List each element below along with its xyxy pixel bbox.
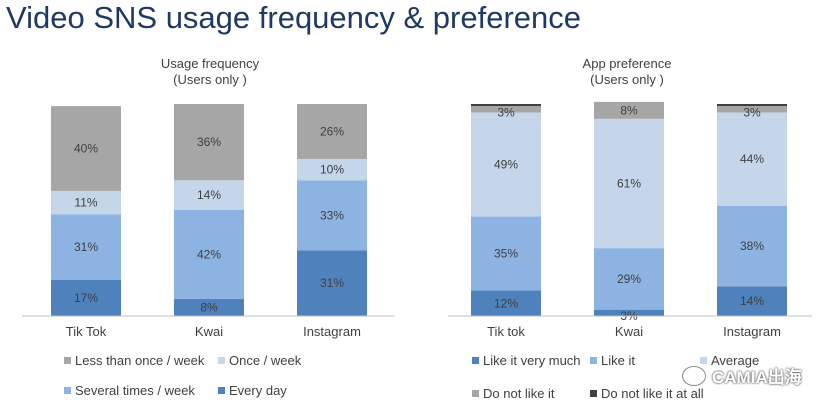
- legend-swatch-1-1-0: [472, 390, 479, 397]
- bar-segment-0-1-3: [174, 104, 244, 181]
- data-label-0-1-2: 14%: [197, 188, 221, 202]
- bar-segment-0-2-2: [297, 159, 367, 181]
- legend-swatch-0-0-1: [218, 357, 225, 364]
- data-label-0-0-0: 17%: [74, 291, 98, 305]
- bar-segment-0-2-0: [297, 250, 367, 316]
- chart-1-title: App preference: [583, 56, 672, 71]
- data-label-1-0-3: 3%: [497, 105, 515, 119]
- bar-segment-0-1-1: [174, 210, 244, 300]
- watermark-text: CAMIA出海: [712, 368, 802, 387]
- legend-label-1-0-1: Like it: [601, 353, 635, 368]
- bar-segment-0-1-2: [174, 180, 244, 210]
- category-label-1-0: Tik tok: [487, 324, 525, 339]
- bar-segment-1-2-2: [717, 112, 787, 206]
- data-label-1-1-2: 61%: [617, 177, 641, 191]
- bar-segment-1-0-3: [471, 106, 541, 113]
- bar-segment-0-1-0: [174, 299, 244, 316]
- bar-segment-0-0-0: [51, 279, 121, 316]
- wechat-icon: [682, 365, 706, 386]
- bar-segment-0-2-1: [297, 180, 367, 251]
- data-label-0-2-0: 31%: [320, 276, 344, 290]
- bar-segment-1-2-4: [717, 104, 787, 107]
- page-title: Video SNS usage frequency & preference: [6, 0, 582, 35]
- bar-segment-0-0-1: [51, 214, 121, 280]
- data-label-0-1-0: 8%: [200, 301, 218, 315]
- data-label-1-2-3: 3%: [743, 105, 761, 119]
- legend-label-1-1-1: Do not like it at all: [601, 386, 704, 401]
- legend-label-1-1-0: Do not like it: [483, 386, 555, 401]
- bar-segment-1-1-3: [594, 101, 664, 119]
- legend-swatch-1-0-2: [700, 357, 707, 364]
- bar-segment-1-0-2: [471, 112, 541, 217]
- data-label-1-2-1: 38%: [740, 239, 764, 253]
- bar-segment-1-0-4: [471, 104, 541, 107]
- legend-swatch-1-0-0: [472, 357, 479, 364]
- data-label-1-2-0: 14%: [740, 294, 764, 308]
- data-label-0-1-1: 42%: [197, 248, 221, 262]
- data-label-0-2-3: 26%: [320, 125, 344, 139]
- legend-swatch-0-1-1: [218, 387, 225, 394]
- legend-label-0-0-0: Less than once / week: [75, 353, 205, 368]
- legend-swatch-1-1-1: [590, 390, 597, 397]
- data-label-0-0-2: 11%: [74, 196, 97, 210]
- data-label-1-2-2: 44%: [740, 152, 764, 166]
- bar-segment-1-0-0: [471, 290, 541, 316]
- bar-segment-0-0-2: [51, 190, 121, 215]
- bar-segment-1-2-0: [717, 286, 787, 316]
- data-label-0-0-3: 40%: [74, 142, 98, 156]
- bar-segment-1-2-1: [717, 205, 787, 287]
- bar-segment-1-1-2: [594, 118, 664, 249]
- category-label-0-0: Tik Tok: [66, 324, 107, 339]
- data-label-1-0-1: 35%: [494, 246, 518, 260]
- bar-segment-1-1-0: [594, 309, 664, 316]
- data-label-0-1-3: 36%: [197, 135, 221, 149]
- legend-label-1-0-0: Like it very much: [483, 353, 581, 368]
- chart-1-subtitle: (Users only ): [590, 72, 664, 87]
- watermark: CAMIA出海: [682, 363, 802, 388]
- legend-label-0-1-1: Every day: [229, 383, 287, 398]
- data-label-1-0-0: 12%: [494, 296, 518, 310]
- chart-0-title: Usage frequency: [161, 56, 260, 71]
- bar-segment-1-0-1: [471, 216, 541, 291]
- bar-segment-1-2-3: [717, 106, 787, 113]
- legend-label-0-1-0: Several times / week: [75, 383, 195, 398]
- data-label-0-2-2: 10%: [320, 163, 344, 177]
- data-label-1-0-2: 49%: [494, 157, 518, 171]
- legend-swatch-1-0-1: [590, 357, 597, 364]
- data-label-1-1-1: 29%: [617, 272, 641, 286]
- data-label-1-1-3: 8%: [620, 103, 638, 117]
- category-label-0-1: Kwai: [195, 324, 223, 339]
- category-label-1-2: Instagram: [723, 324, 781, 339]
- bar-segment-1-1-1: [594, 248, 664, 310]
- legend-label-0-0-1: Once / week: [229, 353, 302, 368]
- bar-segment-0-0-3: [51, 106, 121, 191]
- data-label-0-0-1: 31%: [74, 240, 98, 254]
- legend-swatch-0-1-0: [64, 387, 71, 394]
- bar-segment-0-2-3: [297, 104, 367, 160]
- category-label-0-2: Instagram: [303, 324, 361, 339]
- legend-swatch-0-0-0: [64, 357, 71, 364]
- chart-0-subtitle: (Users only ): [173, 72, 247, 87]
- category-label-1-1: Kwai: [615, 324, 643, 339]
- data-label-0-2-1: 33%: [320, 208, 344, 222]
- legend-label-1-0-2: Average: [711, 353, 759, 368]
